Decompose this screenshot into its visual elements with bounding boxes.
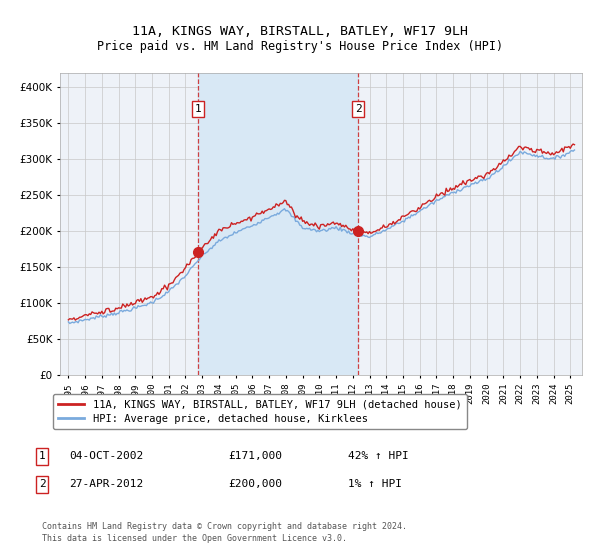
Text: £171,000: £171,000 [228, 451, 282, 461]
Text: 1% ↑ HPI: 1% ↑ HPI [348, 479, 402, 489]
Legend: 11A, KINGS WAY, BIRSTALL, BATLEY, WF17 9LH (detached house), HPI: Average price,: 11A, KINGS WAY, BIRSTALL, BATLEY, WF17 9… [53, 394, 467, 429]
Text: 11A, KINGS WAY, BIRSTALL, BATLEY, WF17 9LH: 11A, KINGS WAY, BIRSTALL, BATLEY, WF17 9… [132, 25, 468, 38]
Text: Contains HM Land Registry data © Crown copyright and database right 2024.: Contains HM Land Registry data © Crown c… [42, 522, 407, 531]
Text: 1: 1 [38, 451, 46, 461]
Text: 04-OCT-2002: 04-OCT-2002 [69, 451, 143, 461]
Text: 2: 2 [355, 104, 362, 114]
Text: 2: 2 [38, 479, 46, 489]
Text: 27-APR-2012: 27-APR-2012 [69, 479, 143, 489]
Bar [198, 73, 358, 375]
Text: 1: 1 [194, 104, 202, 114]
Text: Price paid vs. HM Land Registry's House Price Index (HPI): Price paid vs. HM Land Registry's House … [97, 40, 503, 53]
Text: This data is licensed under the Open Government Licence v3.0.: This data is licensed under the Open Gov… [42, 534, 347, 543]
Text: £200,000: £200,000 [228, 479, 282, 489]
Text: 42% ↑ HPI: 42% ↑ HPI [348, 451, 409, 461]
